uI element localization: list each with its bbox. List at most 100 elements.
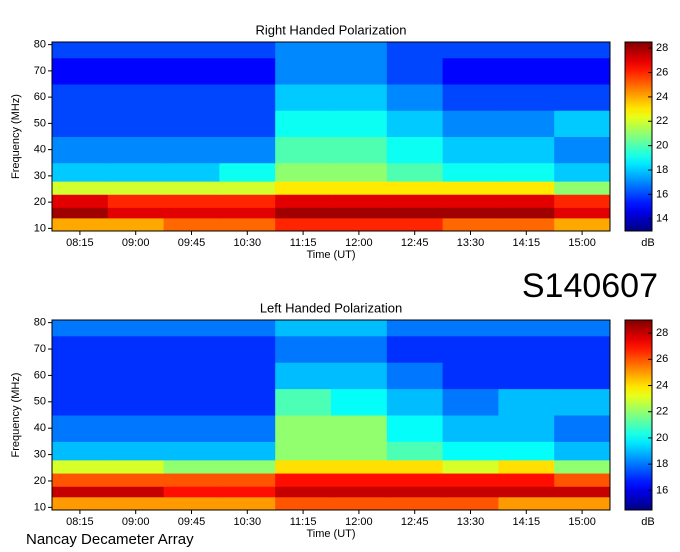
heat-cell: [107, 415, 165, 442]
heat-cell: [554, 335, 611, 363]
heat-cell: [219, 496, 276, 511]
colorbar-tick-label: 18: [656, 458, 668, 470]
heat-cell: [442, 42, 499, 59]
heat-cell: [219, 162, 276, 182]
heat-cell: [219, 136, 276, 164]
x-tick-label: 10:30: [234, 516, 262, 528]
heat-cell: [52, 441, 109, 461]
y-tick-label: 50: [34, 117, 46, 129]
heat-cell: [219, 459, 276, 474]
heat-cell: [442, 459, 499, 474]
heat-cell: [498, 388, 555, 416]
heat-cell: [554, 362, 611, 390]
colorbar-label: dB: [641, 516, 654, 528]
y-tick-label: 20: [34, 196, 46, 208]
heat-cell: [331, 320, 388, 337]
y-tick-label: 10: [34, 501, 46, 513]
heat-cell: [163, 459, 220, 474]
heat-cell: [554, 217, 611, 232]
y-axis-label: Frequency (MHz): [10, 94, 22, 179]
y-axis-label: Frequency (MHz): [10, 373, 22, 458]
heat-cell: [554, 162, 611, 182]
heat-cell: [554, 415, 611, 442]
heat-cell: [442, 194, 499, 208]
x-tick-label: 11:15: [290, 516, 317, 528]
heat-cell: [163, 473, 220, 487]
heat-cell: [442, 441, 499, 461]
heat-cell: [554, 441, 611, 461]
heat-cell: [386, 496, 444, 511]
heat-cell: [386, 84, 444, 111]
heat-cell: [386, 486, 444, 498]
x-tick-label: 08:15: [66, 237, 94, 249]
heat-cell: [554, 207, 611, 219]
x-tick-label: 13:30: [457, 237, 485, 249]
heat-cell: [107, 42, 165, 59]
heat-cell: [331, 84, 388, 111]
heat-cell: [386, 136, 444, 164]
x-tick-label: 09:45: [178, 516, 206, 528]
heat-cell: [386, 42, 444, 59]
heat-cell: [498, 362, 555, 390]
heat-cell: [163, 415, 220, 442]
heat-cell: [498, 42, 555, 59]
heat-cell: [52, 473, 109, 487]
heat-cell: [331, 194, 388, 208]
heat-cell: [331, 181, 388, 195]
heat-cell: [275, 110, 332, 137]
heat-cell: [163, 136, 220, 164]
heat-cell: [275, 496, 332, 511]
heat-cell: [442, 320, 499, 337]
heat-cell: [219, 388, 276, 416]
heat-cell: [107, 441, 165, 461]
heat-cell: [386, 473, 444, 487]
heat-cell: [498, 486, 555, 498]
heat-cell: [219, 362, 276, 390]
heat-cell: [219, 486, 276, 498]
x-tick-label: 15:00: [568, 516, 596, 528]
heat-cell: [498, 84, 555, 111]
heat-cell: [442, 57, 499, 85]
heat-cell: [219, 335, 276, 363]
heat-cell: [331, 473, 388, 487]
y-tick-label: 30: [34, 448, 46, 460]
heat-cell: [442, 335, 499, 363]
heat-cell: [275, 473, 332, 487]
y-tick-label: 30: [34, 170, 46, 182]
heat-cell: [442, 217, 499, 232]
heat-cell: [386, 441, 444, 461]
heat-cell: [52, 320, 109, 337]
x-tick-label: 09:45: [178, 237, 206, 249]
heat-cell: [554, 181, 611, 195]
heat-cell: [107, 473, 165, 487]
chart-title: Left Handed Polarization: [260, 300, 402, 315]
heat-cell: [386, 207, 444, 219]
x-tick-label: 11:15: [290, 237, 317, 249]
heat-cell: [52, 362, 109, 390]
heat-cell: [107, 388, 165, 416]
x-tick-label: 15:00: [568, 237, 596, 249]
heat-cell: [386, 217, 444, 232]
heat-cell: [554, 486, 611, 498]
y-tick-label: 60: [34, 91, 46, 103]
heat-cell: [52, 84, 109, 111]
heat-cell: [163, 194, 220, 208]
heat-cell: [163, 320, 220, 337]
x-tick-label: 12:45: [401, 516, 429, 528]
heat-cell: [275, 415, 332, 442]
y-tick-label: 50: [34, 396, 46, 408]
heat-cell: [554, 496, 611, 511]
heat-cell: [275, 136, 332, 164]
heat-cell: [442, 486, 499, 498]
heat-cell: [331, 110, 388, 137]
y-tick-label: 20: [34, 475, 46, 487]
heat-cell: [107, 181, 165, 195]
heat-cell: [52, 42, 109, 59]
heat-cell: [219, 415, 276, 442]
colorbar-tick-label: 16: [656, 188, 668, 200]
x-tick-label: 12:45: [401, 237, 429, 249]
heat-cell: [386, 162, 444, 182]
heat-cell: [163, 496, 220, 511]
heat-cell: [554, 459, 611, 474]
y-tick-label: 70: [34, 343, 46, 355]
